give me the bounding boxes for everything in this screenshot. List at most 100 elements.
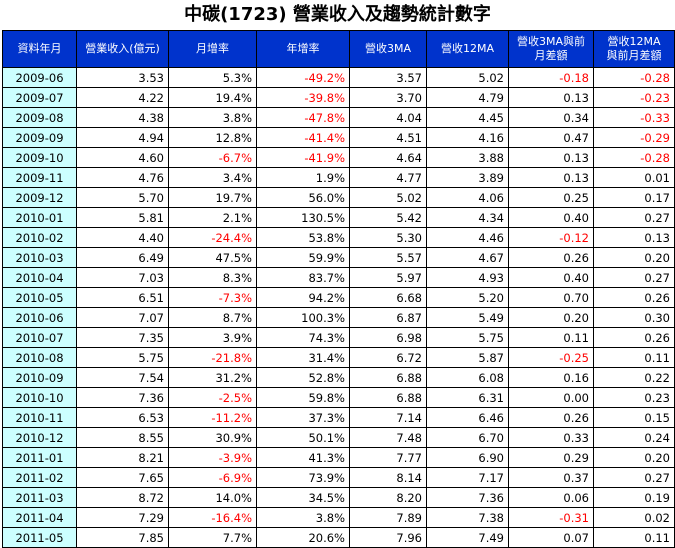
cell-revenue: 8.21 — [76, 447, 169, 468]
cell-mom: -2.5% — [168, 387, 257, 408]
cell-revenue: 4.40 — [76, 227, 169, 248]
column-header-label: 營業收入(億元) — [85, 42, 160, 55]
header-revenue: 營業收入(億元) — [76, 30, 169, 68]
cell-date: 2009-06 — [2, 67, 77, 88]
cell-3ma: 7.77 — [349, 447, 427, 468]
cell-12ma-diff: 0.17 — [593, 187, 675, 208]
cell-yoy: -49.2% — [256, 67, 350, 88]
cell-revenue: 6.49 — [76, 247, 169, 268]
cell-3ma: 7.89 — [349, 507, 427, 528]
cell-yoy: 41.3% — [256, 447, 350, 468]
cell-yoy: 37.3% — [256, 407, 350, 428]
cell-mom: 8.7% — [168, 307, 257, 328]
column-header-label: 月增率 — [196, 42, 229, 55]
cell-date: 2010-01 — [2, 207, 77, 228]
table-row: 2011-02 7.65 -6.9% 73.9% 8.14 7.17 0.37 0.27 — [2, 467, 675, 488]
cell-3ma-diff: 0.11 — [508, 327, 594, 348]
cell-3ma: 6.87 — [349, 307, 427, 328]
cell-revenue: 7.07 — [76, 307, 169, 328]
cell-date: 2010-11 — [2, 407, 77, 428]
cell-revenue: 7.03 — [76, 267, 169, 288]
cell-3ma: 8.20 — [349, 487, 427, 508]
cell-yoy: 56.0% — [256, 187, 350, 208]
cell-revenue: 7.54 — [76, 367, 169, 388]
column-header-label: 與前月差額 — [606, 49, 662, 62]
cell-3ma-diff: 0.34 — [508, 107, 594, 128]
cell-mom: -7.3% — [168, 287, 257, 308]
header-yoy: 年增率 — [256, 30, 350, 68]
cell-date: 2009-11 — [2, 167, 77, 188]
cell-mom: -6.7% — [168, 147, 257, 168]
cell-3ma-diff: -0.12 — [508, 227, 594, 248]
header-3ma-diff: 營收3MA與前 月差額 — [508, 30, 594, 68]
cell-12ma: 3.88 — [426, 147, 509, 168]
cell-revenue: 7.65 — [76, 467, 169, 488]
cell-revenue: 7.36 — [76, 387, 169, 408]
cell-date: 2011-04 — [2, 507, 77, 528]
table-row: 2010-07 7.35 3.9% 74.3% 6.98 5.75 0.11 0.26 — [2, 327, 675, 348]
cell-date: 2009-09 — [2, 127, 77, 148]
cell-yoy: 73.9% — [256, 467, 350, 488]
cell-3ma-diff: 0.20 — [508, 307, 594, 328]
cell-12ma: 5.75 — [426, 327, 509, 348]
header-date: 資料年月 — [2, 30, 77, 68]
cell-date: 2011-03 — [2, 487, 77, 508]
cell-12ma-diff: 0.19 — [593, 487, 675, 508]
cell-3ma-diff: 0.40 — [508, 207, 594, 228]
cell-3ma: 4.77 — [349, 167, 427, 188]
cell-3ma: 5.30 — [349, 227, 427, 248]
cell-12ma: 4.67 — [426, 247, 509, 268]
cell-yoy: 83.7% — [256, 267, 350, 288]
header-3ma: 營收3MA — [349, 30, 427, 68]
cell-12ma: 6.46 — [426, 407, 509, 428]
cell-revenue: 4.22 — [76, 87, 169, 108]
cell-date: 2010-10 — [2, 387, 77, 408]
cell-12ma-diff: 0.02 — [593, 507, 675, 528]
cell-mom: -11.2% — [168, 407, 257, 428]
cell-12ma: 3.89 — [426, 167, 509, 188]
cell-mom: -21.8% — [168, 347, 257, 368]
cell-12ma: 4.45 — [426, 107, 509, 128]
cell-12ma-diff: 0.15 — [593, 407, 675, 428]
column-header-label: 營收12MA — [607, 35, 661, 48]
cell-yoy: -41.4% — [256, 127, 350, 148]
cell-revenue: 4.76 — [76, 167, 169, 188]
cell-12ma: 5.87 — [426, 347, 509, 368]
cell-date: 2009-10 — [2, 147, 77, 168]
cell-yoy: 74.3% — [256, 327, 350, 348]
header-12ma-diff: 營收12MA 與前月差額 — [593, 30, 675, 68]
column-header-label: 年增率 — [286, 42, 320, 55]
cell-date: 2010-05 — [2, 287, 77, 308]
table-row: 2010-06 7.07 8.7% 100.3% 6.87 5.49 0.20 0.30 — [2, 307, 675, 328]
cell-revenue: 7.35 — [76, 327, 169, 348]
cell-12ma: 6.90 — [426, 447, 509, 468]
table-row: 2010-01 5.81 2.1% 130.5% 5.42 4.34 0.40 0.27 — [2, 207, 675, 228]
cell-date: 2009-07 — [2, 87, 77, 108]
cell-mom: 19.7% — [168, 187, 257, 208]
cell-3ma-diff: -0.18 — [508, 67, 594, 88]
table-row: 2011-05 7.85 7.7% 20.6% 7.96 7.49 0.07 0.11 — [2, 527, 675, 548]
cell-3ma-diff: 0.06 — [508, 487, 594, 508]
cell-yoy: 53.8% — [256, 227, 350, 248]
cell-3ma: 7.96 — [349, 527, 427, 548]
cell-yoy: 31.4% — [256, 347, 350, 368]
cell-12ma: 6.31 — [426, 387, 509, 408]
cell-yoy: 20.6% — [256, 527, 350, 548]
cell-revenue: 4.94 — [76, 127, 169, 148]
cell-date: 2010-04 — [2, 267, 77, 288]
table-row: 2009-09 4.94 12.8% -41.4% 4.51 4.16 0.47 -0.29 — [2, 127, 675, 148]
table-row: 2009-12 5.70 19.7% 56.0% 5.02 4.06 0.25 0.17 — [2, 187, 675, 208]
cell-date: 2011-05 — [2, 527, 77, 548]
cell-12ma-diff: 0.11 — [593, 347, 675, 368]
column-header-label: 營收3MA — [364, 42, 411, 55]
cell-date: 2010-08 — [2, 347, 77, 368]
table-row: 2010-05 6.51 -7.3% 94.2% 6.68 5.20 0.70 0.26 — [2, 287, 675, 308]
cell-12ma-diff: 0.26 — [593, 287, 675, 308]
cell-3ma: 4.04 — [349, 107, 427, 128]
cell-12ma-diff: -0.33 — [593, 107, 675, 128]
cell-yoy: -47.8% — [256, 107, 350, 128]
cell-mom: 3.9% — [168, 327, 257, 348]
cell-mom: 14.0% — [168, 487, 257, 508]
cell-date: 2010-07 — [2, 327, 77, 348]
table-row: 2010-04 7.03 8.3% 83.7% 5.97 4.93 0.40 0.27 — [2, 267, 675, 288]
